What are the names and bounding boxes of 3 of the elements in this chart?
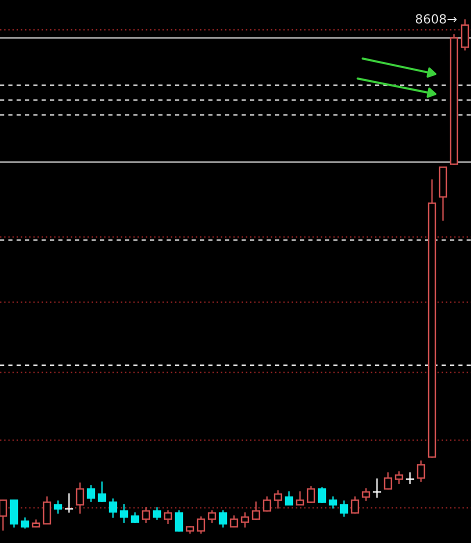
candlestick [64, 493, 74, 513]
candlestick [406, 472, 414, 484]
annotation: 8608→ [416, 14, 457, 24]
